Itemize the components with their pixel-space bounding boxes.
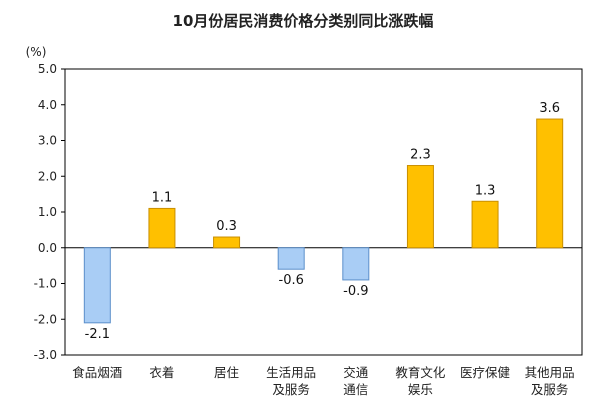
y-tick-label: 0.0 — [38, 241, 57, 255]
data-label: 1.3 — [475, 183, 496, 198]
data-label: -2.1 — [85, 327, 110, 342]
data-label: -0.9 — [343, 284, 368, 299]
x-tick-label: 及服务 — [272, 382, 310, 397]
y-axis-unit-label: (%) — [26, 45, 47, 59]
x-tick-label: 生活用品 — [266, 365, 316, 380]
bar — [83, 247, 111, 324]
bar — [536, 118, 564, 249]
x-tick-label: 医疗保健 — [460, 365, 511, 380]
y-tick-label: -2.0 — [34, 312, 57, 326]
data-label: -0.6 — [279, 273, 304, 288]
plot-frame — [64, 68, 583, 356]
y-tick-label: 5.0 — [38, 62, 57, 76]
y-tick-label: 2.0 — [38, 169, 57, 183]
bar — [148, 207, 176, 249]
bar — [342, 247, 370, 281]
x-tick-label: 通信 — [343, 382, 368, 397]
x-tick-label: 其他用品 — [525, 365, 575, 380]
bar — [213, 236, 241, 249]
y-tick-label: 1.0 — [38, 205, 57, 219]
bar — [406, 165, 434, 249]
y-tick-label: 4.0 — [38, 98, 57, 112]
data-label: 3.6 — [539, 101, 560, 116]
bar — [277, 247, 305, 270]
x-tick-label: 交通 — [343, 365, 369, 380]
bar — [471, 200, 499, 249]
x-tick-label: 食品烟酒 — [72, 365, 122, 380]
data-label: 2.3 — [410, 148, 431, 163]
y-tick-label: -3.0 — [34, 348, 57, 362]
x-tick-label: 及服务 — [531, 382, 569, 397]
x-tick-label: 娱乐 — [408, 382, 433, 397]
data-label: 1.1 — [152, 190, 173, 205]
chart-title: 10月份居民消费价格分类别同比涨跌幅 — [173, 12, 434, 30]
data-label: 0.3 — [216, 219, 237, 234]
y-tick-label: 3.0 — [38, 134, 57, 148]
y-tick-label: -1.0 — [34, 277, 57, 291]
x-tick-label: 衣着 — [149, 365, 174, 380]
x-tick-label: 教育文化 — [395, 365, 446, 380]
x-tick-label: 居住 — [214, 365, 240, 380]
